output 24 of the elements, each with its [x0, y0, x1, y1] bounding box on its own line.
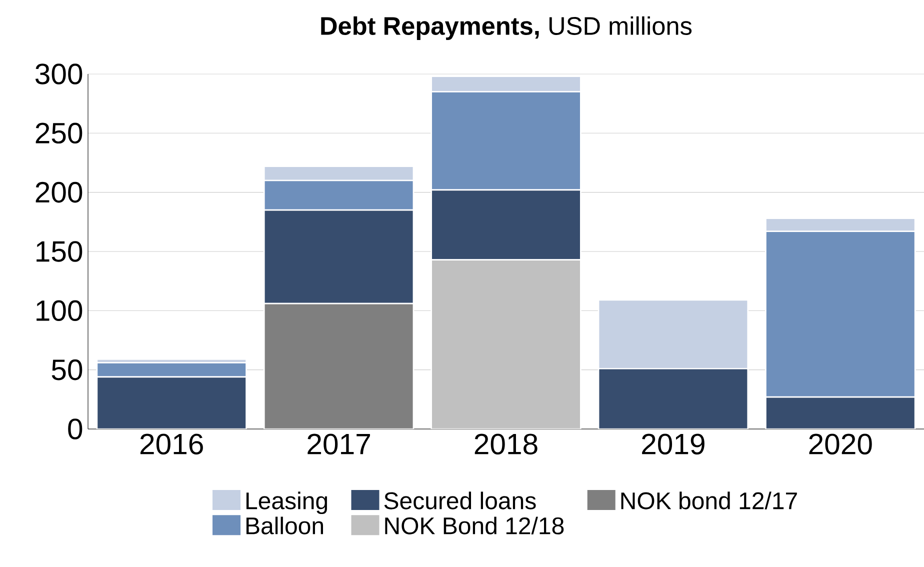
x-tick-label: 2016: [140, 434, 203, 454]
y-tick-label: 300: [35, 64, 82, 84]
bar: [96, 376, 247, 429]
x-tick-label: 2018: [474, 434, 538, 454]
bar: [598, 368, 749, 429]
legend-label: Secured loans: [384, 492, 536, 510]
x-tick-label: 2020: [809, 434, 872, 454]
x-tick-label: 2019: [642, 434, 704, 454]
y-tick-label: 0: [68, 418, 82, 440]
bar: [598, 299, 749, 370]
chart-title: Debt Repayments, USD millions: [321, 16, 692, 40]
y-tick-label: 50: [52, 359, 82, 380]
x-tick-label: 2017: [308, 434, 370, 454]
y-tick-label: 100: [36, 300, 82, 322]
y-tick-label: 250: [36, 122, 82, 144]
bar: [263, 209, 414, 304]
legend-label: NOK bond 12/17: [621, 492, 797, 510]
y-tick-label: 150: [36, 241, 82, 262]
legend-label: NOK Bond 12/18: [385, 516, 564, 534]
bar: [430, 189, 582, 260]
bar: [765, 396, 916, 429]
y-tick-label: 200: [36, 182, 82, 203]
legend-label: Balloon: [246, 516, 324, 534]
legend-label: Leasing: [246, 492, 328, 514]
